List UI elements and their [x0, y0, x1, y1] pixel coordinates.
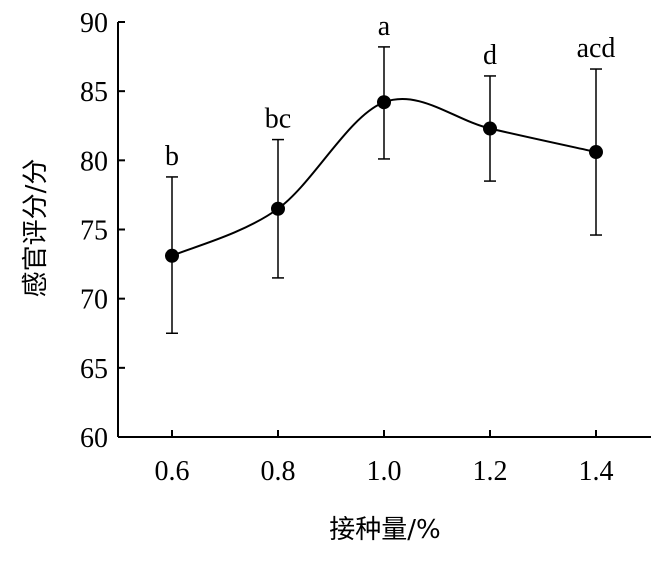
y-axis-label: 感官评分/分: [21, 159, 51, 298]
data-point: [377, 95, 391, 110]
x-tick-label: 1.4: [579, 456, 614, 487]
series-layer: b bc a d acd: [165, 11, 616, 334]
y-tick-label: 80: [80, 146, 108, 177]
significance-label: bc: [265, 104, 291, 135]
y-tick-label: 75: [80, 216, 108, 247]
data-point: [589, 145, 603, 160]
y-tick-label: 65: [80, 354, 108, 385]
data-point: [271, 201, 285, 216]
x-tick-label: 1.2: [473, 456, 508, 487]
significance-label: acd: [577, 33, 616, 64]
x-axis: 0.6 0.8 1.0 1.2 1.4: [118, 430, 651, 487]
x-axis-label: 接种量/%: [329, 515, 440, 545]
y-tick-label: 85: [80, 77, 108, 108]
y-tick-label: 90: [80, 8, 108, 39]
y-tick-label: 70: [80, 285, 108, 316]
significance-label: d: [483, 40, 497, 71]
significance-label: b: [165, 141, 179, 172]
y-axis: 60 65 70 75 80 85 90: [80, 8, 125, 454]
x-tick-label: 0.6: [155, 456, 190, 487]
significance-label: a: [378, 11, 391, 42]
x-tick-label: 1.0: [367, 456, 402, 487]
data-point: [483, 121, 497, 136]
data-point: [165, 248, 179, 263]
y-tick-label: 60: [80, 423, 108, 454]
x-tick-label: 0.8: [261, 456, 296, 487]
